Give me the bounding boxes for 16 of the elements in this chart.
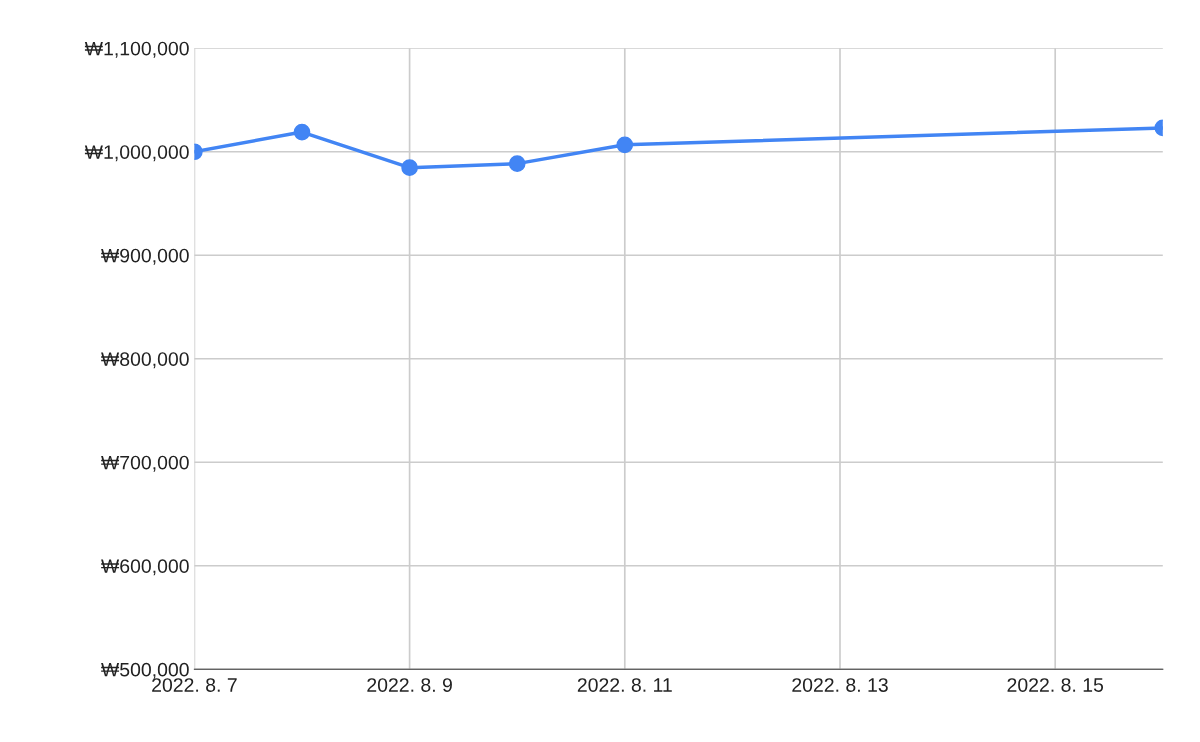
point [508, 155, 526, 172]
x-tick-label: 2022. 8. 13 [792, 678, 888, 692]
y-tick-label: ₩600,000 [101, 559, 189, 576]
y-tick-label: ₩800,000 [101, 352, 189, 369]
y-tick-label: ₩1,000,000 [84, 145, 189, 162]
y-tick-label: ₩1,100,000 [84, 41, 189, 58]
x-tick-label: 2022. 8. 11 [577, 678, 672, 692]
x-tick-label: 2022. 8. 15 [1007, 678, 1104, 692]
y-tick-label: ₩900,000 [101, 248, 189, 265]
x-tick-label: 2022. 8. 9 [367, 678, 452, 692]
point [293, 123, 311, 141]
point [616, 136, 634, 154]
point [401, 159, 418, 177]
x-tick-label: 2022. 8. 7 [152, 678, 237, 692]
y-tick-label: ₩700,000 [101, 455, 189, 472]
y-tick-label: ₩500,000 [101, 662, 189, 679]
